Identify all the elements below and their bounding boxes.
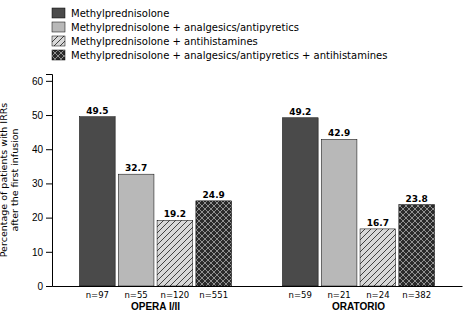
data-label: 23.8	[406, 194, 428, 204]
data-labels: 49.5 32.7 19.2 24.9 49.2 42.9 16.7 23.8	[86, 106, 428, 228]
bar	[399, 205, 435, 286]
data-label: 42.9	[328, 128, 350, 138]
group-label: OPERA I/II	[131, 301, 180, 312]
data-label: 32.7	[125, 163, 147, 173]
y-tick-label: 20	[32, 212, 44, 223]
legend-item: Methylprednisolone + analgesics/antipyre…	[52, 50, 387, 61]
bar	[79, 117, 115, 286]
legend-label: Methylprednisolone + antihistamines	[71, 36, 258, 47]
bars	[79, 117, 434, 286]
bar	[282, 118, 318, 286]
bar	[360, 229, 396, 286]
y-tick-mark	[46, 149, 52, 150]
x-axis: OPERA I/II ORATORIO	[53, 287, 463, 313]
data-label: 24.9	[203, 190, 225, 200]
y-axis-line	[46, 75, 53, 287]
y-tick-mark	[46, 81, 52, 82]
legend-label: Methylprednisolone + analgesics/antipyre…	[71, 50, 387, 61]
legend-item: Methylprednisolone + antihistamines	[52, 36, 258, 47]
y-tick-label: 30	[32, 178, 44, 189]
chart: 0102030405060OPERA I/IIORATORIOn=97n=55n…	[0, 0, 474, 328]
y-tick-mark	[46, 115, 52, 116]
legend-swatch	[52, 8, 65, 18]
y-tick-mark	[46, 252, 52, 253]
legend-item: Methylprednisolone	[52, 8, 169, 19]
data-label: 16.7	[367, 218, 389, 228]
y-tick: 10	[32, 247, 52, 258]
legend-swatch	[52, 36, 65, 46]
bar-tick-label: n=21	[327, 290, 350, 300]
group-label: ORATORIO	[332, 301, 385, 312]
data-label: 49.5	[86, 106, 108, 116]
y-tick: 40	[32, 144, 52, 155]
y-tick-mark	[46, 218, 52, 219]
y-tick: 20	[32, 212, 52, 223]
legend-label: Methylprednisolone + analgesics/antipyre…	[71, 22, 299, 33]
y-tick-label: 60	[32, 76, 44, 87]
bar-tick-label: n=382	[402, 290, 431, 300]
x-tick: ORATORIO	[332, 301, 385, 312]
bar	[196, 201, 232, 286]
x-tick: OPERA I/II	[131, 301, 180, 312]
legend-swatch	[52, 22, 65, 32]
y-tick: 30	[32, 178, 52, 189]
bar-tick-label: n=55	[124, 290, 147, 300]
y-axis: 0 10 20 30 40 50 60	[32, 75, 53, 292]
legend: Methylprednisolone Methylprednisolone + a…	[52, 8, 387, 61]
legend-item: Methylprednisolone + analgesics/antipyre…	[52, 22, 299, 33]
bar	[118, 174, 154, 286]
y-tick-label: 0	[37, 281, 43, 292]
y-tick: 0	[37, 281, 52, 292]
bar	[157, 220, 193, 286]
data-label: 19.2	[164, 209, 186, 219]
bar-tick-label: n=24	[366, 290, 389, 300]
y-tick-label: 50	[32, 110, 44, 121]
legend-swatch	[52, 50, 65, 60]
y-tick-label: 10	[32, 247, 44, 258]
x-axis-line	[53, 286, 463, 287]
bar-tick-label: n=59	[289, 290, 312, 300]
legend-label: Methylprednisolone	[71, 8, 169, 19]
y-tick-mark	[46, 183, 52, 184]
y-tick-label: 40	[32, 144, 44, 155]
y-tick: 60	[32, 76, 52, 87]
data-label: 49.2	[289, 107, 311, 117]
plot: 0102030405060OPERA I/IIORATORIOn=97n=55n…	[0, 75, 463, 313]
y-tick: 50	[32, 110, 52, 121]
y-tick-mark	[46, 286, 52, 287]
bar-tick-label: n=551	[199, 290, 228, 300]
bar-tick-label: n=97	[86, 290, 109, 300]
bar-tick-label: n=120	[161, 290, 190, 300]
bar-tick-labels: n=97 n=55 n=120 n=551 n=59 n=21 n=24 n=382	[86, 290, 431, 300]
bar	[321, 139, 357, 286]
y-axis-title: Percentage of patients with IRRsafter th…	[0, 103, 20, 258]
